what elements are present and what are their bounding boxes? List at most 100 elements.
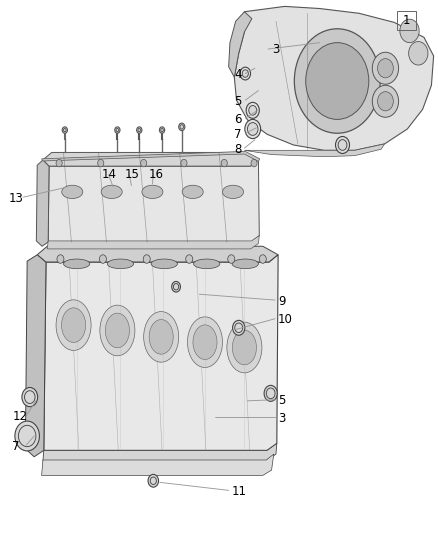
Circle shape xyxy=(25,391,35,403)
Circle shape xyxy=(98,159,104,167)
Ellipse shape xyxy=(151,259,177,269)
Text: 11: 11 xyxy=(232,485,247,498)
Circle shape xyxy=(294,29,380,133)
Circle shape xyxy=(172,281,180,292)
Circle shape xyxy=(245,119,261,139)
Text: 5: 5 xyxy=(234,95,241,108)
Polygon shape xyxy=(37,246,278,262)
Text: 7: 7 xyxy=(12,440,20,453)
Polygon shape xyxy=(42,151,260,161)
Circle shape xyxy=(56,159,62,167)
Circle shape xyxy=(242,70,248,77)
Circle shape xyxy=(116,128,119,132)
Circle shape xyxy=(240,67,251,80)
Circle shape xyxy=(18,425,36,447)
Text: 4: 4 xyxy=(234,68,241,81)
Circle shape xyxy=(22,387,38,407)
Circle shape xyxy=(259,255,266,263)
Polygon shape xyxy=(43,443,277,461)
Text: 13: 13 xyxy=(9,192,24,205)
Circle shape xyxy=(228,255,235,263)
Circle shape xyxy=(115,127,120,133)
Polygon shape xyxy=(47,236,259,249)
Circle shape xyxy=(251,159,257,167)
Polygon shape xyxy=(229,12,252,77)
Circle shape xyxy=(143,255,150,263)
Circle shape xyxy=(181,159,187,167)
Circle shape xyxy=(180,125,184,129)
Circle shape xyxy=(409,42,428,65)
Circle shape xyxy=(137,127,142,133)
Ellipse shape xyxy=(232,259,258,269)
Circle shape xyxy=(247,123,258,135)
Circle shape xyxy=(15,421,39,451)
Circle shape xyxy=(138,128,141,132)
Text: 6: 6 xyxy=(234,113,241,126)
Ellipse shape xyxy=(142,185,163,199)
Circle shape xyxy=(99,255,106,263)
Circle shape xyxy=(186,255,193,263)
Ellipse shape xyxy=(194,259,220,269)
Circle shape xyxy=(161,128,163,132)
Ellipse shape xyxy=(61,308,86,342)
Text: 1: 1 xyxy=(403,14,410,27)
Circle shape xyxy=(378,59,393,78)
Circle shape xyxy=(150,477,156,484)
Circle shape xyxy=(400,19,419,43)
Circle shape xyxy=(266,388,275,399)
Circle shape xyxy=(249,106,257,115)
Polygon shape xyxy=(44,255,278,450)
Ellipse shape xyxy=(62,185,83,199)
Ellipse shape xyxy=(105,313,130,348)
Text: 3: 3 xyxy=(272,43,280,55)
Circle shape xyxy=(57,255,64,263)
Text: 9: 9 xyxy=(278,295,286,308)
Polygon shape xyxy=(244,144,385,157)
Ellipse shape xyxy=(223,185,244,199)
Ellipse shape xyxy=(100,305,135,356)
Circle shape xyxy=(246,102,259,118)
Ellipse shape xyxy=(107,259,134,269)
Ellipse shape xyxy=(64,259,90,269)
Text: 10: 10 xyxy=(278,313,293,326)
Ellipse shape xyxy=(227,322,262,373)
Circle shape xyxy=(141,159,147,167)
Circle shape xyxy=(338,140,347,150)
Text: 8: 8 xyxy=(234,143,241,156)
Circle shape xyxy=(235,323,243,333)
Ellipse shape xyxy=(56,300,91,351)
Text: 5: 5 xyxy=(278,394,286,407)
Polygon shape xyxy=(42,454,274,475)
Ellipse shape xyxy=(233,330,257,365)
Text: 7: 7 xyxy=(234,128,241,141)
Ellipse shape xyxy=(187,317,223,368)
Ellipse shape xyxy=(144,311,179,362)
Circle shape xyxy=(264,385,277,401)
Text: 3: 3 xyxy=(278,412,286,425)
Ellipse shape xyxy=(101,185,122,199)
Circle shape xyxy=(306,43,369,119)
Polygon shape xyxy=(48,160,259,242)
Circle shape xyxy=(148,474,159,487)
Ellipse shape xyxy=(193,325,217,359)
Circle shape xyxy=(233,320,245,335)
Circle shape xyxy=(173,284,179,290)
Polygon shape xyxy=(36,160,49,246)
Polygon shape xyxy=(25,255,46,457)
Ellipse shape xyxy=(182,185,203,199)
Polygon shape xyxy=(234,6,434,150)
Circle shape xyxy=(179,123,185,131)
Text: 12: 12 xyxy=(12,410,27,423)
Circle shape xyxy=(372,85,399,117)
Text: 15: 15 xyxy=(125,168,140,181)
Circle shape xyxy=(221,159,227,167)
Ellipse shape xyxy=(149,320,173,354)
Circle shape xyxy=(378,92,393,111)
Circle shape xyxy=(336,136,350,154)
Circle shape xyxy=(62,127,67,133)
Circle shape xyxy=(64,128,66,132)
Polygon shape xyxy=(43,152,258,166)
Text: 16: 16 xyxy=(149,168,164,181)
Circle shape xyxy=(372,52,399,84)
Text: 14: 14 xyxy=(102,168,117,181)
